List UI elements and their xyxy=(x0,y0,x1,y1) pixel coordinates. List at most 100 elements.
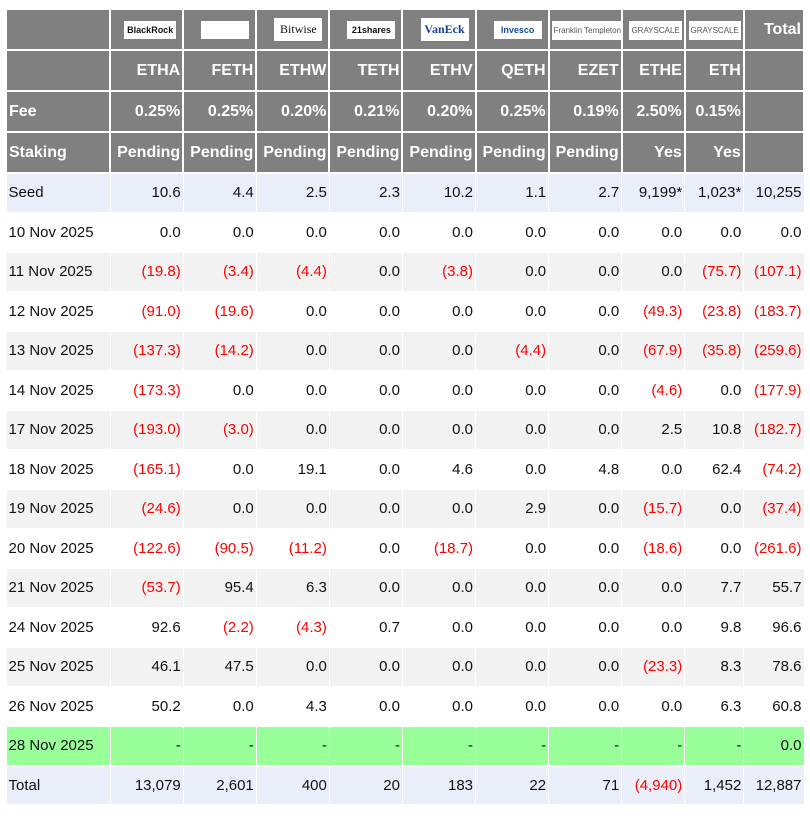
flow-cell: (14.2) xyxy=(182,330,257,372)
flow-cell: 0.0 xyxy=(328,527,403,569)
row-total-cell: 0.0 xyxy=(743,211,805,253)
flow-cell: - xyxy=(621,725,686,767)
flow-cell: 95.4 xyxy=(182,567,257,609)
flow-cell: 0.0 xyxy=(328,369,403,411)
issuer-cell: VanEck xyxy=(401,8,477,51)
flow-cell: 0.0 xyxy=(401,685,477,727)
flow-cell: 0.0 xyxy=(548,251,623,293)
fee-row: Fee 0.25% 0.25% 0.20% 0.21% 0.20% 0.25% 0.19% 2.… xyxy=(4,90,806,133)
staking-label: Staking xyxy=(4,131,112,174)
table-row: 13 Nov 2025 (137.3) (14.2) 0.0 0.0 0.0 (4.4) 0.… xyxy=(5,330,805,372)
flow-cell: 6.3 xyxy=(684,685,745,727)
flow-cell: 22 xyxy=(475,764,550,806)
ticker-header: QETH xyxy=(474,49,550,92)
staking-value: Yes xyxy=(683,131,745,174)
flow-cell: 0.0 xyxy=(255,290,330,332)
flow-cell: 183 xyxy=(401,764,477,806)
flow-cell: (4.4) xyxy=(475,330,550,372)
flow-cell: 1.1 xyxy=(475,172,550,214)
ticker-header: ETHE xyxy=(620,49,686,92)
flow-cell: 0.0 xyxy=(548,211,623,253)
flow-cell: - xyxy=(684,725,745,767)
eth-etf-flows-table: BlackRock Fidelity Bitwise 21shares VanEck In… xyxy=(4,8,806,806)
flow-cell: 0.0 xyxy=(401,646,477,688)
flow-cell: 0.0 xyxy=(182,488,257,530)
issuer-logo-row: BlackRock Fidelity Bitwise 21shares VanEck In… xyxy=(4,8,806,51)
flow-cell: (67.9) xyxy=(621,330,686,372)
flow-cell: (75.7) xyxy=(684,251,745,293)
flow-cell: 8.3 xyxy=(684,646,745,688)
ticker-header: EZET xyxy=(547,49,623,92)
flow-cell: 0.0 xyxy=(548,330,623,372)
ticker-header: TETH xyxy=(328,49,404,92)
flow-cell: - xyxy=(401,725,477,767)
row-total-cell: (107.1) xyxy=(743,251,805,293)
flow-cell: - xyxy=(109,725,184,767)
flow-cell: 2.9 xyxy=(475,488,550,530)
flow-cell: 0.0 xyxy=(475,409,550,451)
flow-cell: 0.0 xyxy=(548,409,623,451)
fee-value: 0.25% xyxy=(109,90,185,133)
row-total-cell: 60.8 xyxy=(743,685,805,727)
ticker-header: FETH xyxy=(182,49,258,92)
flow-cell: (24.6) xyxy=(109,488,184,530)
issuer-logo: 21shares xyxy=(347,21,396,39)
flow-cell: 10.6 xyxy=(109,172,184,214)
staking-value: Pending xyxy=(547,131,623,174)
row-label: 13 Nov 2025 xyxy=(5,330,111,372)
row-total-cell: 96.6 xyxy=(743,606,805,648)
flow-cell: 0.0 xyxy=(255,646,330,688)
row-label: 20 Nov 2025 xyxy=(5,527,111,569)
fee-value: 0.20% xyxy=(401,90,477,133)
corner-cell xyxy=(4,49,112,92)
flow-cell: 7.7 xyxy=(684,567,745,609)
issuer-cell: BlackRock xyxy=(109,8,185,51)
row-total-cell: 78.6 xyxy=(743,646,805,688)
flow-cell: 0.0 xyxy=(328,290,403,332)
flow-cell: 0.0 xyxy=(548,685,623,727)
issuer-logo: Invesco xyxy=(493,21,542,39)
table-row: 18 Nov 2025 (165.1) 0.0 19.1 0.0 4.6 0.0 4.8 0.0… xyxy=(5,448,805,490)
flow-cell: 0.0 xyxy=(684,369,745,411)
flow-cell: 0.0 xyxy=(548,369,623,411)
fee-value: 0.19% xyxy=(547,90,623,133)
flow-cell: - xyxy=(255,725,330,767)
flow-cell: 0.0 xyxy=(475,211,550,253)
table-row: 12 Nov 2025 (91.0) (19.6) 0.0 0.0 0.0 0.0 0.0 (4… xyxy=(5,290,805,332)
flow-cell: 0.0 xyxy=(548,488,623,530)
flow-cell: 0.0 xyxy=(401,606,477,648)
flow-cell: 4.6 xyxy=(401,448,477,490)
row-label: 21 Nov 2025 xyxy=(5,567,111,609)
issuer-cell: Bitwise xyxy=(255,8,331,51)
flow-cell: (11.2) xyxy=(255,527,330,569)
flow-cell: 2.7 xyxy=(548,172,623,214)
row-total-cell: (74.2) xyxy=(743,448,805,490)
flow-cell: (193.0) xyxy=(109,409,184,451)
fee-value: 0.25% xyxy=(474,90,550,133)
flow-cell: 0.0 xyxy=(475,685,550,727)
flow-cell: 0.0 xyxy=(328,448,403,490)
issuer-cell: Fidelity xyxy=(182,8,258,51)
empty-cell xyxy=(742,131,806,174)
flow-cell: 0.0 xyxy=(475,290,550,332)
flow-cell: 50.2 xyxy=(109,685,184,727)
table-row: Seed 10.6 4.4 2.5 2.3 10.2 1.1 2.7 9,199* 1,023* 1… xyxy=(5,172,805,214)
flow-cell: (15.7) xyxy=(621,488,686,530)
flow-cell: (49.3) xyxy=(621,290,686,332)
flow-cell: 0.0 xyxy=(475,567,550,609)
row-label: 18 Nov 2025 xyxy=(5,448,111,490)
table-row: 19 Nov 2025 (24.6) 0.0 0.0 0.0 0.0 2.9 0.0 (15.7… xyxy=(5,488,805,530)
total-header: Total xyxy=(742,8,806,51)
flow-cell: 0.0 xyxy=(548,567,623,609)
flow-cell: 0.0 xyxy=(255,488,330,530)
flow-cell: 2.3 xyxy=(328,172,403,214)
row-label: Total xyxy=(5,764,111,806)
staking-value: Pending xyxy=(328,131,404,174)
flow-cell: 0.0 xyxy=(401,567,477,609)
flow-cell: 0.0 xyxy=(182,369,257,411)
table-row: 24 Nov 2025 92.6 (2.2) (4.3) 0.7 0.0 0.0 0.0 0.0… xyxy=(5,606,805,648)
row-label: 25 Nov 2025 xyxy=(5,646,111,688)
total-row: Total 13,079 2,601 400 20 183 22 71 (4,940) 1,452… xyxy=(5,764,805,806)
table-row: 25 Nov 2025 46.1 47.5 0.0 0.0 0.0 0.0 0.0 (23.3)… xyxy=(5,646,805,688)
flow-cell: 0.0 xyxy=(328,488,403,530)
